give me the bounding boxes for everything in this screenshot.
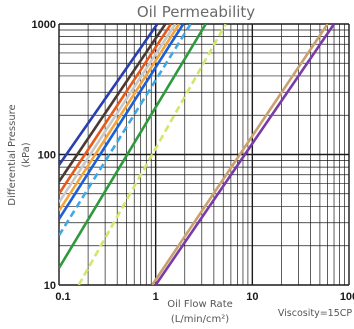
y-axis-label-line2: (kPa)	[21, 142, 32, 167]
series-line-4	[59, 24, 177, 204]
series-line-11	[154, 24, 336, 285]
y-tick-label: 10	[44, 280, 56, 292]
y-tick-label: 1000	[32, 19, 56, 31]
series-line-9	[77, 24, 227, 285]
y-tick-label: 100	[38, 150, 56, 162]
series-line-2	[59, 24, 167, 183]
x-tick-label: 1	[153, 291, 159, 303]
x-tick-label: 10	[246, 291, 258, 303]
x-tick-label: 0.1	[55, 291, 70, 303]
viscosity-note: Viscosity=15CP	[278, 308, 353, 319]
series-line-3	[59, 24, 173, 195]
tick-labels: 0.1 1 10 100 10 100 1000	[32, 19, 354, 303]
series-group	[59, 24, 336, 285]
series-line-6	[59, 24, 185, 220]
series-line-8	[59, 24, 207, 269]
x-axis-label-line1: Oil Flow Rate	[167, 299, 233, 310]
series-line-10	[151, 24, 329, 285]
series-line-7	[59, 24, 192, 237]
series-line-5	[59, 24, 181, 212]
series-line-1	[59, 24, 159, 166]
y-axis-label-line1: Differential Pressure	[7, 104, 18, 205]
chart-title: Oil Permeability	[137, 3, 255, 21]
x-tick-label: 100	[340, 291, 354, 303]
grid	[58, 23, 350, 286]
x-axis-label-line2: (L/min/cm²)	[171, 314, 229, 325]
